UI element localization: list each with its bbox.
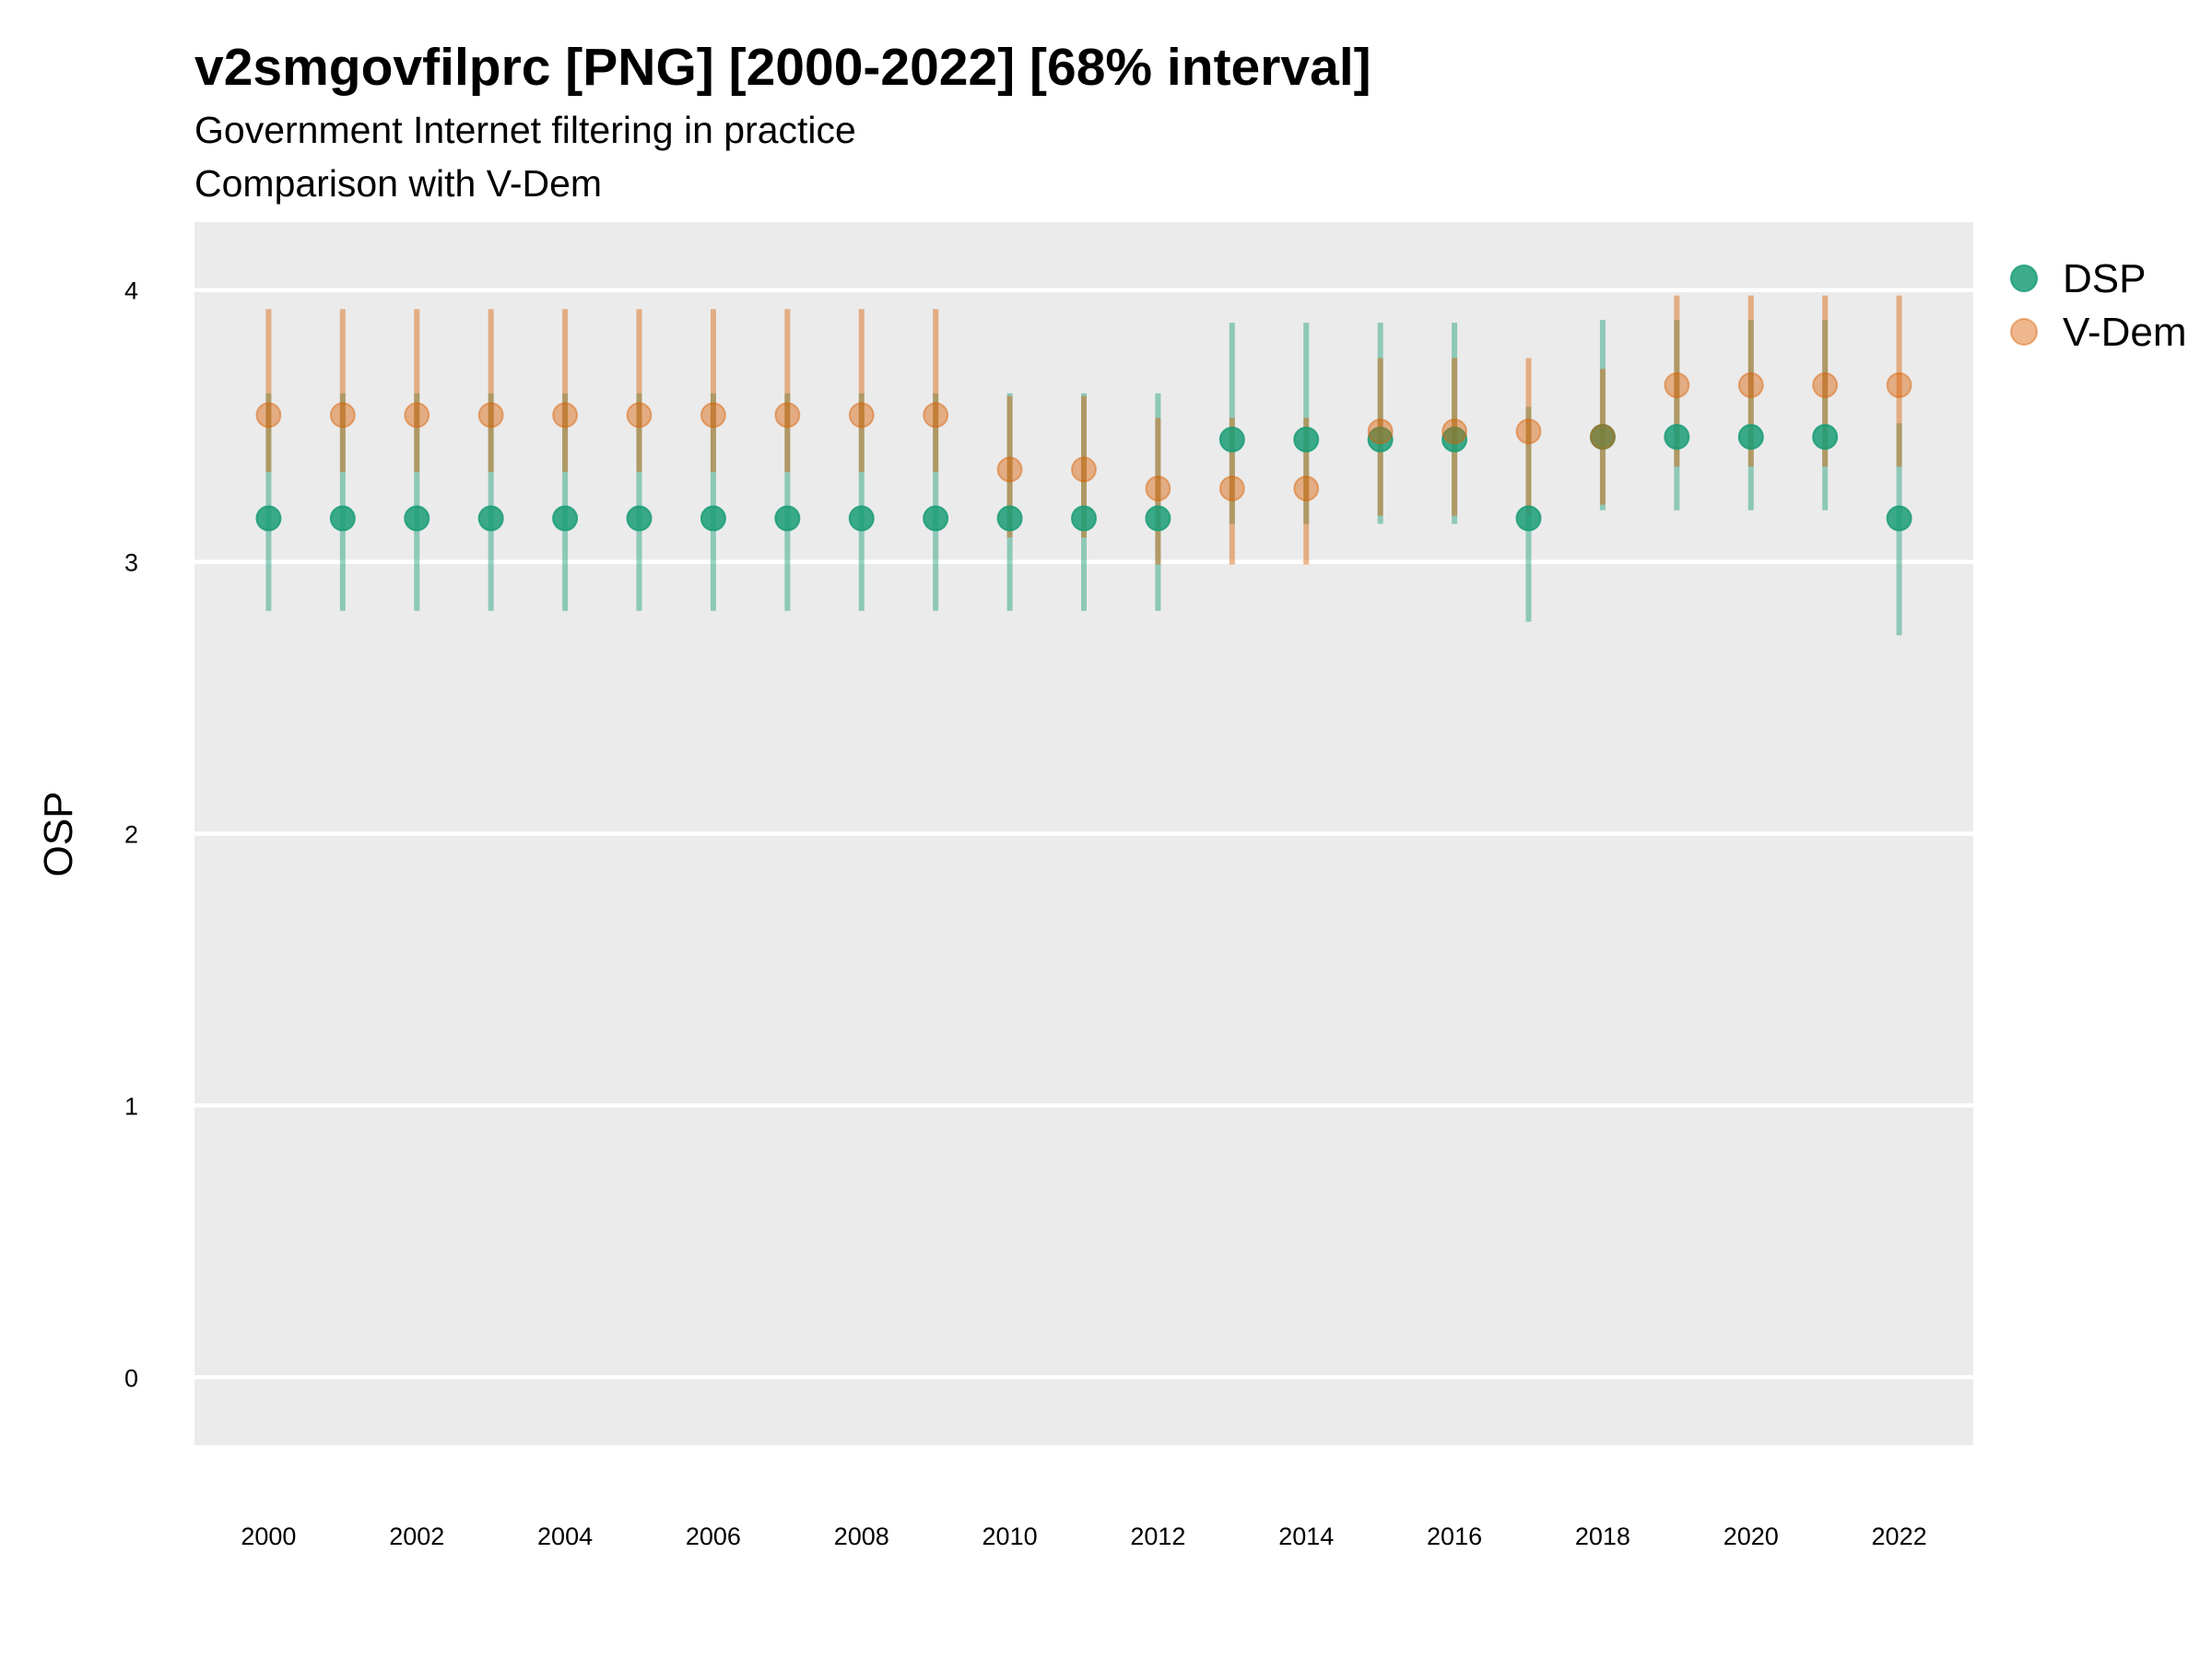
- v-dem-point: [1737, 371, 1764, 398]
- v-dem-point: [700, 402, 726, 429]
- y-axis-label: OSP: [36, 792, 81, 877]
- y-tick-labels: 0 1 2 3 4: [124, 277, 138, 1393]
- v-dem-point: [1071, 456, 1097, 483]
- x-tick-label: 2014: [1278, 1523, 1334, 1550]
- x-tick-label: 2002: [389, 1523, 444, 1550]
- v-dem-point: [1441, 418, 1468, 445]
- legend-key-v-dem: [2010, 318, 2038, 346]
- error-bars: [265, 295, 1902, 636]
- dsp-point: [1441, 426, 1468, 453]
- dsp-point: [774, 505, 801, 532]
- v-dem-point: [848, 402, 875, 429]
- dsp-point: [1589, 423, 1616, 450]
- v-dem-point: [1145, 475, 1171, 501]
- v-dem-point: [1664, 371, 1690, 398]
- v-dem-point: [255, 402, 282, 429]
- dsp-point: [923, 505, 949, 532]
- dsp-point: [1515, 505, 1542, 532]
- chart-subtitle-line-1: Government Internet filtering in practic…: [194, 109, 856, 151]
- dsp-point: [1145, 505, 1171, 532]
- v-dem-point: [404, 402, 430, 429]
- dsp-point: [848, 505, 875, 532]
- legend-key-dsp: [2010, 265, 2038, 292]
- v-dem-point: [1293, 475, 1320, 501]
- dsp-point: [1737, 423, 1764, 450]
- dsp-point: [700, 505, 726, 532]
- dsp-point: [996, 505, 1023, 532]
- y-tick-label: 2: [124, 821, 138, 849]
- v-dem-point: [626, 402, 653, 429]
- x-tick-label: 2004: [537, 1523, 593, 1550]
- dsp-point: [404, 505, 430, 532]
- dsp-point: [1812, 423, 1839, 450]
- v-dem-point: [774, 402, 801, 429]
- y-tick-label: 4: [124, 277, 138, 305]
- x-tick-labels: 2000 2002 2004 2006 2008 2010 2012 2014 2016 2018…: [241, 1523, 1926, 1550]
- v-dem-point: [1515, 418, 1542, 445]
- dsp-point: [552, 505, 579, 532]
- dsp-point: [1293, 426, 1320, 453]
- dsp-point: [255, 505, 282, 532]
- dsp-point: [329, 505, 356, 532]
- v-dem-point: [1886, 371, 1912, 398]
- dsp-point: [1664, 423, 1690, 450]
- x-tick-label: 2008: [834, 1523, 889, 1550]
- grid-lines: [194, 288, 1973, 1380]
- chart-subtitle-line-2: Comparison with V-Dem: [194, 162, 602, 205]
- legend: DSP V-Dem: [2010, 256, 2186, 355]
- y-tick-label: 1: [124, 1092, 138, 1120]
- data-points: [255, 371, 1912, 532]
- chart-title: v2smgovfilprc [PNG] [2000-2022] [68% int…: [194, 38, 1371, 97]
- x-tick-label: 2018: [1575, 1523, 1630, 1550]
- dsp-point: [1886, 505, 1912, 532]
- v-dem-point: [923, 402, 949, 429]
- y-tick-label: 0: [124, 1364, 138, 1392]
- dsp-point: [477, 505, 504, 532]
- dsp-point: [1071, 505, 1097, 532]
- x-tick-label: 2012: [1130, 1523, 1185, 1550]
- x-tick-label: 2020: [1724, 1523, 1779, 1550]
- legend-label-dsp: DSP: [2063, 256, 2146, 301]
- v-dem-point: [477, 402, 504, 429]
- v-dem-point: [1589, 423, 1616, 450]
- dsp-point: [626, 505, 653, 532]
- legend-label-v-dem: V-Dem: [2063, 310, 2186, 355]
- x-tick-label: 2022: [1872, 1523, 1927, 1550]
- dsp-point: [1218, 426, 1245, 453]
- v-dem-point: [1367, 418, 1394, 445]
- dsp-point: [1367, 426, 1394, 453]
- v-dem-point: [996, 456, 1023, 483]
- x-tick-label: 2010: [982, 1523, 1038, 1550]
- x-tick-label: 2000: [241, 1523, 296, 1550]
- v-dem-point: [329, 402, 356, 429]
- x-tick-label: 2016: [1427, 1523, 1482, 1550]
- v-dem-point: [552, 402, 579, 429]
- v-dem-point: [1812, 371, 1839, 398]
- x-tick-label: 2006: [686, 1523, 741, 1550]
- v-dem-point: [1218, 475, 1245, 501]
- y-tick-label: 3: [124, 549, 138, 577]
